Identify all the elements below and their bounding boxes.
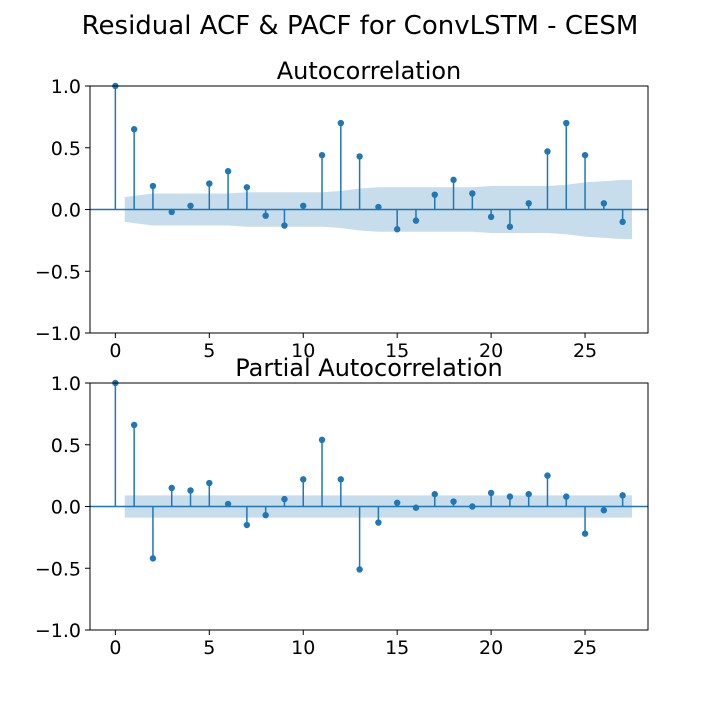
pacf-marker-lag-25 — [581, 530, 589, 537]
acf-marker-lag-2 — [149, 182, 157, 190]
acf-marker-lag-3 — [168, 208, 175, 216]
pacf-marker-lag-4 — [187, 487, 194, 494]
acf-marker-lag-4 — [187, 202, 194, 209]
pacf-xtick-label-0: 0 — [109, 637, 121, 659]
pacf-marker-lag-22 — [525, 490, 532, 498]
pacf-marker-lag-23 — [544, 472, 551, 479]
pacf-panel: Partial Autocorrelation 0 5 10 15 20 25 −1.0 −0… — [35, 354, 649, 659]
pacf-marker-lag-17 — [431, 490, 438, 498]
acf-marker-lag-21 — [506, 223, 514, 230]
acf-marker-lag-20 — [487, 213, 495, 221]
pacf-marker-lag-14 — [375, 519, 382, 526]
acf-marker-lag-26 — [600, 200, 608, 207]
acf-marker-lag-19 — [469, 190, 476, 197]
pacf-xtick-label-10: 10 — [291, 637, 315, 659]
acf-panel: Autocorrelation 0 5 10 15 20 25 −1.0 −0.5 0.0 0.5… — [35, 57, 649, 362]
acf-marker-lag-1 — [130, 126, 138, 133]
pacf-marker-lag-20 — [487, 489, 495, 497]
acf-ytick-label-0: −1.0 — [35, 323, 81, 345]
pacf-marker-lag-27 — [619, 492, 626, 499]
acf-xtick-label-15: 15 — [385, 340, 409, 362]
acf-ytick-label-2: 0.0 — [51, 200, 81, 222]
acf-ytick-label-1: −0.5 — [35, 261, 81, 283]
acf-marker-lag-7 — [243, 184, 251, 191]
pacf-marker-lag-10 — [300, 476, 307, 483]
pacf-ytick-label-3: 0.5 — [51, 435, 81, 457]
acf-marker-lag-12 — [337, 119, 345, 127]
pacf-marker-lag-9 — [281, 495, 288, 503]
pacf-marker-lag-1 — [130, 421, 138, 429]
acf-marker-lag-14 — [375, 203, 382, 211]
acf-marker-lag-11 — [318, 151, 326, 159]
pacf-title: Partial Autocorrelation — [235, 354, 503, 382]
pacf-marker-lag-11 — [318, 436, 326, 444]
acf-marker-lag-13 — [356, 153, 363, 160]
pacf-ytick-label-0: −1.0 — [35, 620, 81, 642]
acf-xtick-label-5: 5 — [203, 340, 215, 362]
pacf-marker-lag-19 — [469, 503, 476, 510]
acf-marker-lag-27 — [619, 218, 626, 226]
acf-xtick-label-25: 25 — [573, 340, 597, 362]
pacf-ytick-label-2: 0.0 — [51, 497, 81, 519]
acf-marker-lag-8 — [262, 212, 269, 219]
pacf-marker-lag-16 — [412, 504, 420, 511]
pacf-marker-lag-8 — [262, 511, 269, 519]
acf-marker-lag-22 — [525, 200, 532, 207]
pacf-marker-lag-7 — [243, 521, 251, 529]
pacf-stems-layer — [112, 379, 626, 573]
acf-xtick-label-20: 20 — [479, 340, 503, 362]
pacf-xtick-label-15: 15 — [385, 637, 409, 659]
pacf-xtick-label-20: 20 — [479, 637, 503, 659]
pacf-xtick-label-5: 5 — [203, 637, 215, 659]
acf-marker-lag-24 — [563, 119, 570, 127]
pacf-marker-lag-18 — [450, 498, 457, 505]
pacf-ytick-label-4: 1.0 — [51, 373, 81, 395]
pacf-marker-lag-2 — [149, 555, 157, 562]
acf-marker-lag-23 — [544, 148, 551, 155]
acf-ytick-label-3: 0.5 — [51, 138, 81, 160]
pacf-axes-layer: 0 5 10 15 20 25 −1.0 −0.5 0.0 0.5 1.0 — [35, 373, 649, 659]
acf-marker-lag-6 — [224, 168, 232, 175]
figure-suptitle: Residual ACF & PACF for ConvLSTM - CESM — [82, 11, 639, 41]
pacf-marker-lag-13 — [356, 566, 363, 573]
acf-marker-lag-5 — [206, 180, 213, 187]
acf-marker-lag-10 — [300, 202, 307, 209]
pacf-marker-lag-21 — [506, 493, 514, 500]
acf-marker-lag-25 — [581, 151, 589, 159]
pacf-marker-lag-12 — [337, 476, 345, 483]
pacf-marker-lag-3 — [168, 484, 175, 492]
pacf-marker-lag-24 — [563, 493, 570, 500]
acf-marker-lag-9 — [281, 222, 288, 229]
pacf-xtick-label-25: 25 — [573, 637, 597, 659]
acf-xtick-label-0: 0 — [109, 340, 121, 362]
acf-ytick-label-4: 1.0 — [51, 76, 81, 98]
acf-stems-layer — [112, 82, 626, 233]
acf-title: Autocorrelation — [277, 57, 462, 85]
acf-marker-lag-18 — [450, 176, 457, 184]
pacf-ytick-label-1: −0.5 — [35, 558, 81, 580]
pacf-marker-lag-15 — [393, 499, 401, 506]
acf-marker-lag-15 — [393, 226, 401, 233]
acf-marker-lag-16 — [412, 217, 420, 224]
acf-xtick-label-10: 10 — [291, 340, 315, 362]
pacf-marker-lag-5 — [206, 479, 213, 487]
pacf-marker-lag-6 — [224, 500, 232, 508]
pacf-marker-lag-26 — [600, 507, 608, 514]
acf-axes-layer: 0 5 10 15 20 25 −1.0 −0.5 0.0 0.5 1.0 — [35, 76, 649, 362]
acf-marker-lag-17 — [431, 191, 438, 198]
